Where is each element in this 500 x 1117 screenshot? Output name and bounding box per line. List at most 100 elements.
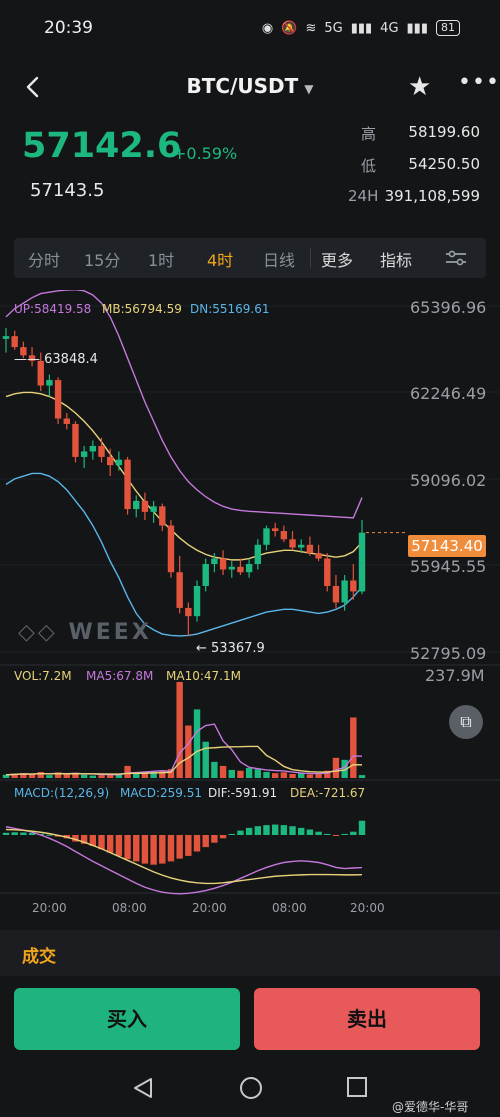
boll-up-label: UP:58419.58 [14,302,92,316]
candle-body [211,558,218,565]
tab-more[interactable]: 更多 [321,251,354,270]
macd-histogram-bar [20,832,27,835]
candle-body [263,528,270,545]
volume-bar [289,773,296,778]
candle-body [167,525,175,573]
volume-bar [63,774,70,778]
candle-body [176,572,183,608]
macd-histogram-bar [219,835,227,839]
volume-bar [141,772,149,778]
tab-divider [310,248,311,268]
macd-histogram-bar [263,825,270,835]
more-options-icon[interactable]: ••• [458,70,500,95]
volume-bar [37,771,44,778]
candle-body [98,445,105,457]
volume-bar [211,761,218,778]
tab-15m[interactable]: 15分 [84,251,121,270]
status-icons: ◉ 🔕 ≋ 5G ▮▮▮ 4G ▮▮▮ 81 [262,20,460,36]
candle-body [124,459,131,510]
volume-bar [159,770,166,778]
candle-body [245,564,253,573]
time-axis-tick: 20:00 [32,901,67,915]
tab-timeline[interactable]: 分时 [28,251,61,270]
macd-histogram-bar [289,826,296,835]
macd-histogram-bar [211,835,218,843]
volume-bar [46,775,53,778]
volume-bar [228,769,235,778]
candle-body [159,506,166,526]
macd-histogram-bar [150,835,157,865]
chevron-down-icon: ▼ [304,82,314,96]
kline-chart[interactable]: ◇◇ WEEX UP:58419.58 MB:56794.59 DN:55169… [0,290,500,915]
price-axis-tick: 59096.02 [410,471,487,490]
tab-indicators[interactable]: 指标 [380,251,413,270]
interval-tabs: 分时 15分 1时 4时 日线 更多 指标 [14,238,486,278]
volume-bar [237,770,244,778]
macd-histogram-bar [11,832,18,835]
volume-bar [358,775,366,778]
macd-histogram-bar [46,834,53,836]
tab-4h[interactable]: 4时 [207,251,234,270]
candle-body [237,566,244,573]
vol-ma10-label: MA10:47.1M [166,669,241,683]
candle-body [350,580,357,592]
high-label: 高 [361,125,377,143]
candle-body [28,355,36,361]
boll-dn-label: DN:55169.61 [190,302,270,316]
candle-body [20,347,27,356]
volume-bar [98,775,105,778]
macd-histogram-bar [306,829,314,835]
candle-body [115,459,123,466]
trades-label[interactable]: 成交 [22,947,56,967]
candle-body [271,528,279,532]
volume-bar [89,775,97,778]
volume-bar [341,759,348,778]
volume-bar [54,772,62,778]
macd-histogram-bar [358,820,366,835]
volume-bar [28,774,36,778]
candle-body [324,558,331,586]
volume-bar [263,771,270,778]
nav-recents-icon[interactable] [346,1076,368,1102]
tab-1h[interactable]: 1时 [148,251,175,270]
volume-bar [167,769,175,778]
back-icon[interactable] [18,72,48,102]
candle-body [11,336,18,348]
time-axis-tick: 20:00 [350,901,385,915]
volume-bar [332,757,340,778]
volume-bar [72,772,79,778]
tab-day[interactable]: 日线 [263,251,296,270]
volume-bar [20,773,27,778]
favorite-star-icon[interactable]: ★ [408,72,432,102]
macd-histogram-bar [106,835,114,853]
boll-mb-label: MB:56794.59 [102,302,182,316]
macd-histogram-bar [2,832,10,835]
vol-label: VOL:7.2M [14,669,72,683]
volume-bar [254,769,262,778]
candle-body [141,500,149,512]
high-marker-value: 63848.4 [44,352,98,367]
macd-histogram-bar [298,827,305,835]
candle-body [193,585,201,617]
system-nav-bar [0,1060,500,1117]
nav-home-icon[interactable] [239,1076,263,1104]
price-axis-tick: 62246.49 [410,384,487,403]
macd-histogram-bar [202,835,209,848]
weex-logo-icon: ◇◇ [18,620,69,645]
trades-section: 成交 [0,930,500,976]
high-value: 58199.60 [408,123,480,141]
settings-sliders-icon[interactable] [444,249,468,271]
macd-histogram-bar [280,825,288,835]
kline-svg [0,290,500,895]
candle-body [63,418,70,424]
nav-back-icon[interactable] [132,1076,154,1104]
macd-histogram-bar [341,833,348,835]
time-axis-tick: 20:00 [192,901,227,915]
sell-button[interactable]: 卖出 [254,988,480,1050]
price-axis-tick: 65396.96 [410,298,487,317]
buy-button[interactable]: 买入 [14,988,240,1050]
fullscreen-icon[interactable]: ⧉ [449,705,483,739]
macd-histogram-bar [254,826,262,835]
pair-selector[interactable]: BTC/USDT ▼ [0,74,500,98]
volume-bar [80,774,88,778]
